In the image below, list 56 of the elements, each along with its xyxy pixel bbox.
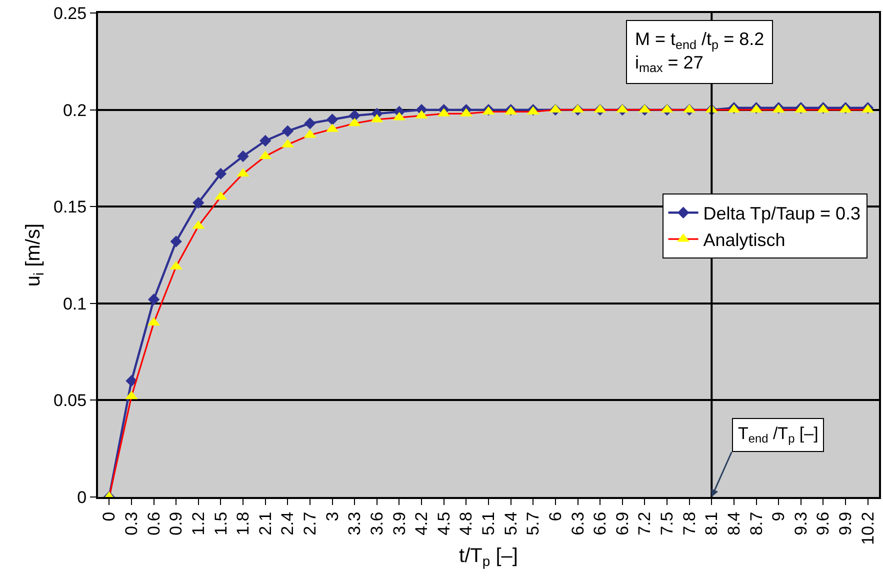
y-tick-label: 0.1 [62, 294, 87, 314]
point [237, 150, 249, 162]
x-tick-label: 7.8 [680, 512, 699, 536]
y-tick-label: 0.15 [54, 198, 87, 217]
x-tick-label: 2.7 [300, 512, 320, 536]
x-tick-label: 3.6 [367, 512, 386, 536]
legend-label: Delta Tp/Taup = 0.3 [703, 204, 861, 224]
point [192, 196, 204, 209]
annotation: T$_{end}$ /T$_{p}$ [–] [738, 424, 818, 446]
point [304, 118, 316, 130]
x-tick-label: 8.4 [724, 512, 744, 536]
x-tick-label: 6 [546, 512, 565, 522]
x-tick-label: 6.9 [612, 512, 632, 536]
x-tick-label: 9.9 [836, 512, 856, 536]
x-tick-label: 1.2 [188, 512, 208, 536]
x-tick-label: 5.1 [479, 512, 498, 536]
point [148, 294, 160, 306]
x-tick-label: 6.3 [568, 512, 588, 536]
x-tick-label: 9 [769, 512, 788, 522]
x-tick-label: 1.5 [211, 512, 230, 536]
y-tick-label: 0 [77, 488, 87, 507]
x-tick-label: 2.1 [256, 512, 275, 536]
y-tick-label: 0.05 [54, 391, 87, 410]
point [214, 168, 227, 180]
y-tick-label: 0.25 [54, 4, 87, 23]
x-tick-label: 8.7 [746, 512, 766, 536]
y-tick-label: 0.2 [62, 100, 87, 120]
x-axis-title: t/T$_{p}$ [–] [459, 544, 518, 570]
x-tick-label: 2.4 [278, 512, 298, 536]
x-tick-label: 0.3 [122, 512, 141, 536]
point [348, 110, 360, 122]
x-tick-label: 3.9 [390, 512, 409, 536]
text: M = t$_{end}$ /t$_{p}$ = 8.2 i$_{max}$ = 27 [635, 29, 764, 76]
point [260, 134, 272, 147]
x-tick-label: 3.3 [345, 512, 364, 536]
x-tick-label: 0.9 [166, 512, 186, 536]
x-tick-label: 7.5 [658, 512, 677, 536]
x-tick-label: 1.8 [234, 512, 253, 536]
x-tick-label: 0 [100, 512, 119, 522]
point [282, 125, 294, 137]
x-tick-label: 4.2 [412, 512, 432, 536]
x-tick-label: 4.5 [434, 512, 454, 536]
x-tick-label: 5.4 [501, 512, 520, 536]
x-tick-label: 4.8 [456, 512, 476, 536]
x-tick-label: 9.6 [814, 512, 833, 536]
x-tick-label: 5.7 [524, 512, 543, 536]
x-tick-label: 10.2 [858, 512, 878, 545]
x-tick-label: 0.6 [144, 512, 164, 536]
legend-label: Analytisch [703, 230, 786, 250]
x-tick-label: 9.3 [791, 512, 810, 536]
point [326, 114, 338, 126]
x-tick-label: 3 [322, 512, 342, 522]
point [170, 236, 182, 248]
x-tick-label: 6.6 [590, 512, 610, 536]
x-tick-label: 8.1 [702, 512, 722, 536]
x-tick-label: 7.2 [635, 512, 654, 536]
